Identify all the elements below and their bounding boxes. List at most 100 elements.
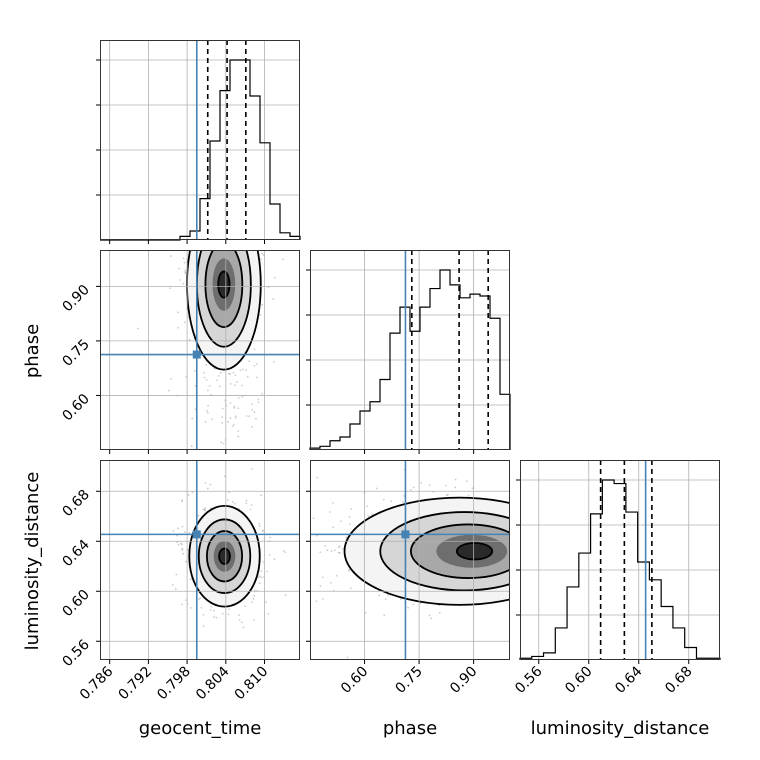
scatter-point (203, 508, 206, 511)
scatter-point (194, 384, 197, 387)
scatter-point (321, 576, 324, 579)
scatter-point (185, 560, 188, 563)
scatter-point (232, 453, 234, 455)
scatter-point (255, 242, 257, 244)
scatter-point (227, 613, 230, 616)
scatter-point (233, 407, 236, 409)
scatter-point (221, 416, 224, 419)
scatter-point (348, 523, 351, 526)
scatter-point (172, 530, 175, 532)
scatter-point (261, 392, 264, 395)
scatter-point (387, 594, 389, 596)
y-axis-label-luminosity-distance: luminosity_distance (22, 472, 43, 651)
scatter-point (246, 248, 248, 250)
histogram-geocent-time (96, 40, 301, 241)
scatter-point (339, 520, 342, 523)
scatter-point (251, 425, 253, 428)
scatter-point (382, 498, 385, 501)
scatter-point (219, 371, 222, 374)
scatter-point (265, 601, 267, 604)
scatter-point (266, 570, 268, 573)
scatter-point (250, 403, 253, 406)
density-level (456, 543, 493, 560)
scatter-point (349, 587, 352, 590)
histogram-luminosity-distance (516, 460, 721, 660)
scatter-point (273, 360, 275, 363)
scatter-point (189, 606, 192, 609)
scatter-point (301, 559, 303, 561)
scatter-point (214, 245, 216, 247)
scatter-point (238, 614, 240, 617)
panel-background (310, 250, 510, 450)
scatter-point (253, 589, 256, 592)
scatter-point (203, 376, 206, 379)
scatter-point (175, 573, 178, 576)
scatter-point (375, 487, 378, 490)
scatter-point (428, 484, 431, 487)
scatter-point (324, 544, 327, 547)
scatter-point (332, 526, 335, 529)
x-axis-label-luminosity-distance: luminosity_distance (531, 718, 710, 739)
scatter-point (384, 598, 387, 601)
scatter-point (197, 598, 200, 601)
contour-line (343, 496, 510, 606)
scatter-point (420, 481, 423, 484)
scatter-point (218, 385, 221, 388)
scatter-panel-geocent-time-vs-phase (100, 242, 300, 455)
scatter-point (199, 597, 202, 600)
contour-line (217, 270, 231, 299)
scatter-point (214, 243, 216, 245)
histogram-step-luminosity-distance (519, 479, 721, 660)
scatter-point (237, 430, 240, 432)
scatter-point (221, 612, 224, 615)
scatter-point (206, 487, 209, 490)
scatter-point (315, 600, 318, 602)
x-tick-label-phase: 0.75 (393, 664, 426, 697)
scatter-point (191, 417, 194, 420)
scatter-point (208, 242, 210, 244)
scatter-point (322, 597, 324, 600)
scatter-point (319, 551, 322, 554)
scatter-point (407, 606, 409, 609)
scatter-point (202, 625, 205, 628)
panel-border (310, 460, 510, 660)
scatter-point (215, 616, 218, 619)
scatter-point (234, 416, 237, 419)
scatter-point (207, 389, 209, 392)
scatter-point (230, 245, 232, 247)
y-tick-label-phase: 0.90 (59, 282, 92, 315)
scatter-point (234, 374, 237, 377)
scatter-point (465, 480, 468, 483)
scatter-point (234, 502, 237, 505)
scatter-point (262, 560, 265, 563)
scatter-point (346, 656, 349, 659)
scatter-point (245, 415, 248, 417)
x-tick-label-luminosity-distance: 0.60 (562, 664, 595, 697)
scatter-point (180, 603, 183, 606)
scatter-point (284, 551, 287, 554)
scatter-point (184, 531, 186, 534)
scatter-point (467, 494, 470, 497)
x-tick-label-geocent-time: 0.798 (154, 664, 194, 704)
scatter-point (454, 478, 457, 481)
scatter-point (168, 389, 170, 392)
scatter-point (136, 327, 139, 330)
scatter-point (234, 246, 236, 248)
scatter-point (199, 243, 201, 245)
scatter-point (228, 608, 231, 610)
scatter-point (253, 595, 256, 597)
scatter-point (224, 250, 225, 251)
scatter-point (259, 314, 262, 316)
scatter-panel-phase-vs-luminosity-distance (301, 460, 510, 660)
scatter-point (181, 547, 184, 550)
scatter-point (183, 261, 186, 264)
scatter-point (447, 493, 449, 496)
x-axis-label-geocent-time: geocent_time (139, 718, 262, 739)
scatter-point (331, 501, 334, 504)
scatter-point (329, 581, 332, 584)
scatter-point (233, 405, 236, 408)
scatter-point (273, 558, 276, 561)
scatter-point (312, 517, 315, 520)
panel-content (301, 469, 510, 659)
